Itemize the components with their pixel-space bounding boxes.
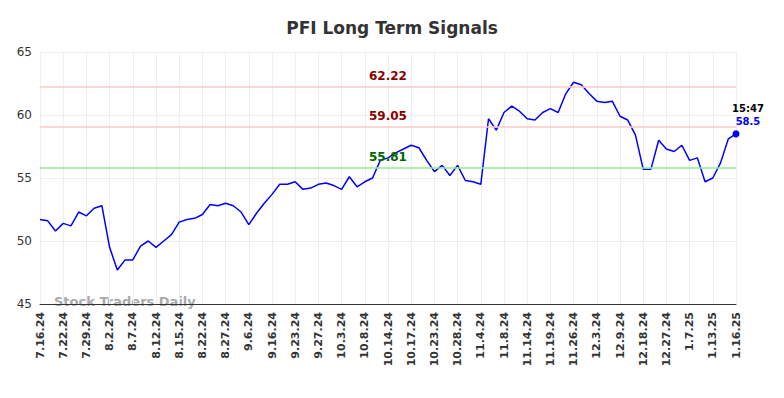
svg-text:11.19.24: 11.19.24 <box>544 312 557 367</box>
svg-text:Stock Traders Daily: Stock Traders Daily <box>54 294 196 309</box>
svg-text:9.6.24: 9.6.24 <box>242 312 255 351</box>
svg-text:55: 55 <box>17 171 32 185</box>
svg-text:12.9.24: 12.9.24 <box>614 312 627 359</box>
svg-text:15:47: 15:47 <box>732 103 764 114</box>
svg-text:8.7.24: 8.7.24 <box>126 312 139 351</box>
svg-text:10.8.24: 10.8.24 <box>358 312 371 359</box>
svg-text:11.4.24: 11.4.24 <box>474 312 487 359</box>
svg-text:11.8.24: 11.8.24 <box>498 312 511 359</box>
svg-text:10.14.24: 10.14.24 <box>382 312 395 367</box>
svg-text:7.16.24: 7.16.24 <box>34 312 47 359</box>
svg-text:45: 45 <box>17 297 32 311</box>
svg-text:7.22.24: 7.22.24 <box>57 312 70 359</box>
svg-text:60: 60 <box>17 108 32 122</box>
svg-text:7.29.24: 7.29.24 <box>80 312 93 359</box>
svg-text:1.16.25: 1.16.25 <box>730 312 743 359</box>
svg-text:1.13.25: 1.13.25 <box>706 312 719 359</box>
svg-text:8.2.24: 8.2.24 <box>103 312 116 351</box>
svg-text:1.7.25: 1.7.25 <box>683 312 696 351</box>
svg-text:10.23.24: 10.23.24 <box>428 312 441 367</box>
svg-text:9.23.24: 9.23.24 <box>289 312 302 359</box>
svg-text:PFI Long Term Signals: PFI Long Term Signals <box>286 18 498 38</box>
svg-text:10.3.24: 10.3.24 <box>335 312 348 359</box>
svg-text:58.5: 58.5 <box>736 116 761 127</box>
svg-text:50: 50 <box>17 234 32 248</box>
svg-text:11.14.24: 11.14.24 <box>521 312 534 367</box>
svg-text:8.22.24: 8.22.24 <box>196 312 209 359</box>
svg-text:12.18.24: 12.18.24 <box>637 312 650 367</box>
svg-text:10.28.24: 10.28.24 <box>451 312 464 367</box>
svg-text:12.3.24: 12.3.24 <box>590 312 603 359</box>
svg-text:12.27.24: 12.27.24 <box>660 312 673 367</box>
svg-text:8.27.24: 8.27.24 <box>219 312 232 359</box>
svg-text:8.12.24: 8.12.24 <box>150 312 163 359</box>
svg-text:9.27.24: 9.27.24 <box>312 312 325 359</box>
svg-text:62.22: 62.22 <box>369 69 407 83</box>
svg-text:59.05: 59.05 <box>369 109 407 123</box>
svg-text:9.16.24: 9.16.24 <box>266 312 279 359</box>
svg-text:65: 65 <box>17 45 32 59</box>
svg-text:55.81: 55.81 <box>369 150 407 164</box>
svg-text:8.15.24: 8.15.24 <box>173 312 186 359</box>
svg-text:10.17.24: 10.17.24 <box>405 312 418 367</box>
svg-text:11.26.24: 11.26.24 <box>567 312 580 367</box>
